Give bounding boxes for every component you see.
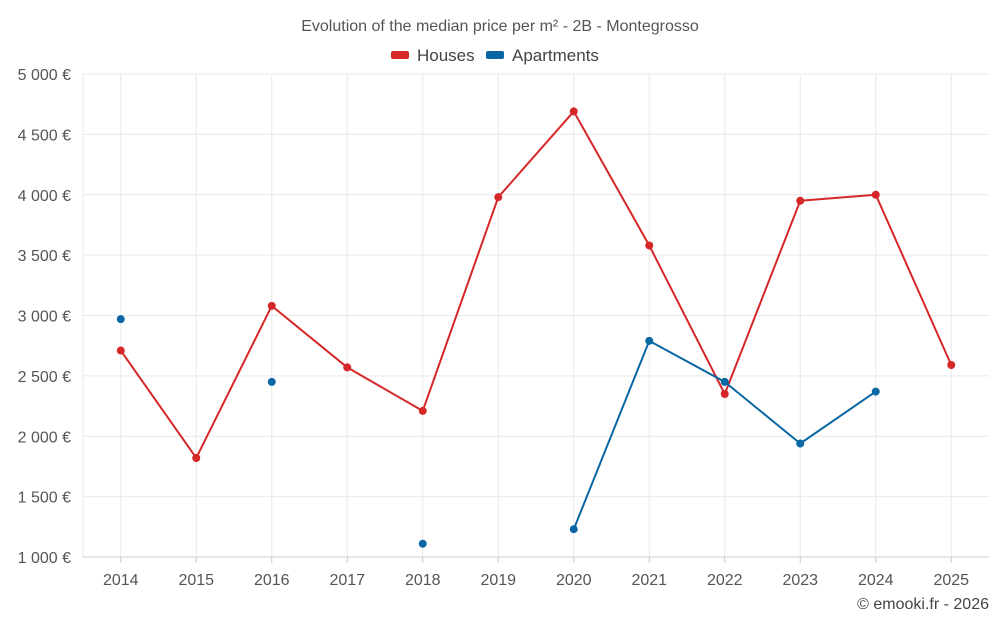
data-point-houses[interactable] [116, 346, 125, 355]
credit-text: © emooki.fr - 2026 [857, 596, 989, 613]
x-tick-label: 2024 [858, 572, 894, 589]
data-point-apartments[interactable] [116, 315, 125, 324]
x-tick-label: 2020 [556, 572, 592, 589]
y-tick-label: 1 500 € [18, 490, 71, 507]
data-point-apartments[interactable] [796, 439, 805, 448]
data-point-apartments[interactable] [267, 377, 276, 386]
series-houses [116, 107, 956, 462]
y-tick-label: 3 000 € [18, 309, 71, 326]
x-tick-label: 2022 [707, 572, 743, 589]
x-tick-label: 2016 [254, 572, 290, 589]
legend-swatch-houses [391, 51, 409, 59]
data-point-apartments[interactable] [645, 336, 654, 345]
data-point-houses[interactable] [267, 301, 276, 310]
series-line-segment-houses [346, 366, 424, 412]
series-line-segment-houses [572, 110, 651, 247]
series-line-segment-apartments [723, 380, 802, 445]
series-line-segment-apartments [648, 339, 726, 383]
x-tick-label: 2014 [103, 572, 139, 589]
data-point-houses[interactable] [192, 453, 201, 462]
data-point-houses[interactable] [720, 389, 729, 398]
x-tick-label: 2017 [329, 572, 365, 589]
x-tick-label: 2018 [405, 572, 441, 589]
series [116, 107, 956, 548]
y-tick-label: 4 000 € [18, 188, 71, 205]
legend-label-houses: Houses [417, 46, 475, 65]
series-line-segment-houses [195, 304, 273, 459]
x-tick-label: 2021 [631, 572, 667, 589]
grid [82, 73, 989, 557]
data-point-houses[interactable] [343, 363, 352, 372]
series-apartments [116, 315, 880, 548]
series-line-segment-houses [421, 196, 500, 412]
data-point-houses[interactable] [494, 193, 503, 202]
legend-swatch-apartments [486, 51, 504, 59]
y-tick-label: 2 500 € [18, 369, 71, 386]
data-point-houses[interactable] [645, 241, 654, 250]
legend-item-houses[interactable]: Houses [391, 46, 475, 65]
data-point-apartments[interactable] [418, 539, 427, 548]
data-point-houses[interactable] [569, 107, 578, 116]
y-tick-label: 5 000 € [18, 67, 71, 84]
axes: 1 000 € 1 500 € 2 000 € 2 500 € 3 000 € 3 500… [18, 67, 989, 589]
x-tick-label: 2023 [782, 572, 818, 589]
y-tick-label: 2 000 € [18, 429, 71, 446]
data-point-houses[interactable] [871, 190, 880, 199]
y-tick-label: 3 500 € [18, 248, 71, 265]
y-tick-label: 1 000 € [18, 550, 71, 567]
series-line-segment-apartments [572, 339, 651, 531]
series-line-segment-houses [270, 304, 349, 369]
legend-item-apartments[interactable]: Apartments [486, 46, 599, 65]
x-tick-label: 2025 [933, 572, 969, 589]
data-point-apartments[interactable] [871, 387, 880, 396]
series-line-segment-houses [723, 199, 802, 395]
legend-label-apartments: Apartments [512, 46, 599, 65]
data-point-apartments[interactable] [569, 525, 578, 534]
data-point-houses[interactable] [947, 361, 956, 370]
y-tick-label: 4 500 € [18, 127, 71, 144]
series-line-segment-houses [874, 193, 953, 367]
series-line-segment-houses [799, 193, 877, 202]
chart-legend: Houses Apartments [391, 46, 599, 65]
data-point-houses[interactable] [796, 196, 805, 205]
series-line-segment-houses [497, 110, 575, 199]
x-tick-label: 2019 [480, 572, 516, 589]
series-line-segment-houses [648, 244, 726, 395]
data-point-houses[interactable] [418, 406, 427, 415]
chart-title: Evolution of the median price per m² - 2… [301, 18, 699, 35]
data-point-apartments[interactable] [720, 377, 729, 386]
series-line-segment-houses [119, 349, 198, 459]
series-line-segment-apartments [799, 390, 877, 445]
x-tick-label: 2015 [178, 572, 214, 589]
